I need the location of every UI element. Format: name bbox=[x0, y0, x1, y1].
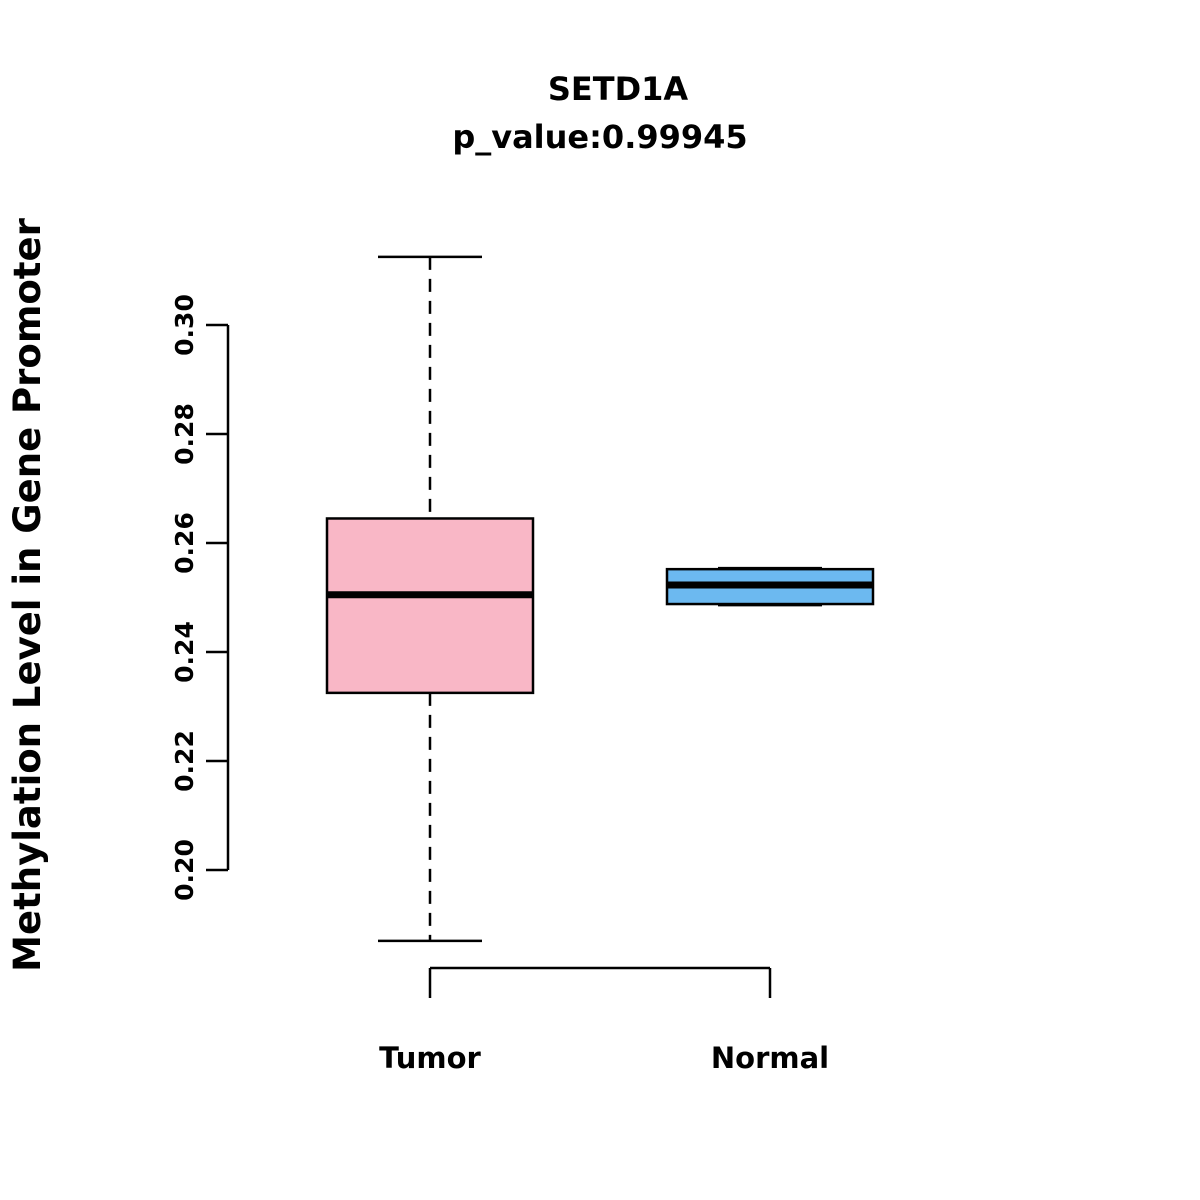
y-tick-label: 0.26 bbox=[170, 512, 199, 574]
y-tick-label: 0.20 bbox=[170, 839, 199, 901]
category-label-normal: Normal bbox=[711, 1041, 829, 1075]
y-tick-label: 0.30 bbox=[170, 294, 199, 356]
y-tick-label: 0.28 bbox=[170, 403, 199, 465]
y-axis-label: Methylation Level in Gene Promoter bbox=[6, 217, 49, 971]
x-axis: Tumor Normal bbox=[379, 966, 829, 1075]
chart-subtitle: p_value:0.99945 bbox=[452, 118, 747, 156]
category-label-tumor: Tumor bbox=[379, 1041, 481, 1075]
chart-title: SETD1A bbox=[548, 70, 689, 108]
y-tick-label: 0.24 bbox=[170, 621, 199, 683]
box-tumor bbox=[325, 517, 535, 695]
boxplot-series bbox=[325, 255, 875, 943]
y-axis: 0.20 0.22 0.24 0.26 0.28 0.30 bbox=[170, 294, 230, 901]
y-tick-label: 0.22 bbox=[170, 730, 199, 792]
